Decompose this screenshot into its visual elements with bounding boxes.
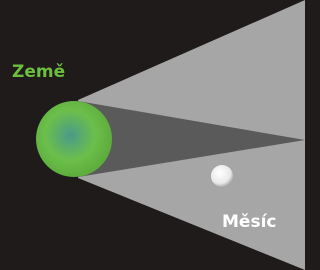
earth [36, 101, 112, 177]
moon-label: Měsíc [222, 212, 276, 232]
moon [211, 165, 233, 187]
earth-label: Země [12, 62, 65, 82]
diagram: Země Měsíc [0, 0, 305, 270]
page: {"labels": {"earth": "Země", "moon": "Mě… [0, 0, 320, 270]
